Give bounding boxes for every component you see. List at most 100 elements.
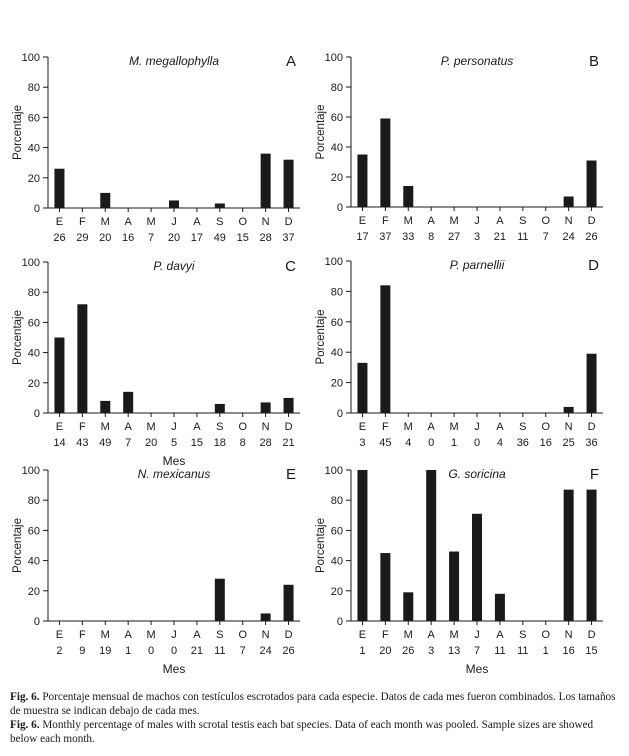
panel-d-sample-size: 0 xyxy=(474,437,480,449)
panel-f-sample-size: 15 xyxy=(585,645,597,657)
panel-f-sample-size: 1 xyxy=(359,645,365,657)
panel-d-month-label: A xyxy=(496,421,504,433)
panel-f-month-label: M xyxy=(450,629,459,641)
panel-b-sample-size: 7 xyxy=(543,231,549,243)
panel-f-bar xyxy=(380,553,391,621)
panel-d-y-tick-label: 0 xyxy=(337,408,343,420)
panel-b-month-label: M xyxy=(450,215,459,227)
panel-e-y-tick-label: 0 xyxy=(34,616,40,628)
panel-a-month-label: S xyxy=(216,216,223,228)
panel-c-month-label: A xyxy=(193,421,201,433)
panel-c-bar xyxy=(54,337,65,413)
panel-a-month-label: M xyxy=(101,216,110,228)
panel-f-sample-size: 7 xyxy=(474,645,480,657)
panel-a-species-title: M. megallophylla xyxy=(129,54,219,68)
panel-b-y-tick-label: 80 xyxy=(331,82,343,94)
panel-b-sample-size: 8 xyxy=(428,231,434,243)
figure-charts: 020406080100PorcentajeE26F29M20A16M7J20A… xyxy=(12,52,603,676)
panel-d-month-label: J xyxy=(474,421,480,433)
panel-b-month-label: N xyxy=(565,215,573,227)
panel-c-month-label: O xyxy=(238,421,247,433)
panel-c-y-tick-label: 40 xyxy=(28,348,40,360)
panel-c-month-label: M xyxy=(147,421,156,433)
panel-f-sample-size: 13 xyxy=(448,645,460,657)
panel-c-sample-size: 5 xyxy=(171,437,177,449)
panel-e-sample-size: 7 xyxy=(240,645,246,657)
panel-e-panel-letter: E xyxy=(286,466,296,483)
panel-c-bar xyxy=(260,402,271,413)
panel-a-sample-size: 37 xyxy=(282,232,294,244)
panel-d-sample-size: 3 xyxy=(359,437,365,449)
panel-a-month-label: A xyxy=(125,216,133,228)
panel-c-month-label: S xyxy=(216,421,223,433)
panel-f-sample-size: 11 xyxy=(494,645,505,657)
panel-d-bar xyxy=(586,353,597,413)
panel-e-x-axis-label: Mes xyxy=(163,662,186,676)
panel-e-y-tick-label: 60 xyxy=(28,525,40,537)
panel-e-bar xyxy=(260,613,271,621)
panel-e-month-label: F xyxy=(79,629,86,641)
panel-d-bar xyxy=(380,285,391,413)
panel-f-month-label: D xyxy=(588,629,596,641)
panel-a-bar xyxy=(100,192,111,208)
panel-f-month-label: A xyxy=(496,629,504,641)
panel-b-sample-size: 3 xyxy=(474,231,480,243)
panel-d-y-tick-label: 20 xyxy=(331,378,343,390)
panel-e-sample-size: 2 xyxy=(56,645,62,657)
panel-b-y-tick-label: 100 xyxy=(325,52,343,64)
panel-d-sample-size: 36 xyxy=(585,437,597,449)
panel-b-month-label: S xyxy=(519,215,526,227)
panel-b-bar xyxy=(357,154,368,207)
panel-c-month-label: D xyxy=(285,421,293,433)
panel-c-month-label: J xyxy=(171,421,177,433)
panel-a-bar xyxy=(283,159,294,208)
panel-b-sample-size: 17 xyxy=(356,231,368,243)
panel-c-species-title: P. davyi xyxy=(153,259,194,273)
panel-a-y-tick-label: 100 xyxy=(22,52,40,64)
panel-b-species-title: P. personatus xyxy=(441,54,514,68)
panel-a-y-axis-label: Porcentaje xyxy=(12,105,24,160)
panel-a-sample-size: 28 xyxy=(260,232,272,244)
panel-d-y-tick-label: 40 xyxy=(331,347,343,359)
panel-d-sample-size: 25 xyxy=(563,437,575,449)
panel-a-month-label: O xyxy=(238,216,247,228)
panel-c-bar xyxy=(283,397,294,413)
panel-d-month-label: M xyxy=(404,421,413,433)
panel-b-month-label: D xyxy=(588,215,596,227)
panel-f-sample-size: 20 xyxy=(379,645,391,657)
panel-f-bar xyxy=(403,592,414,621)
panel-a-month-label: N xyxy=(262,216,270,228)
panel-f-sample-size: 11 xyxy=(517,645,528,657)
panel-c-month-label: F xyxy=(79,421,86,433)
panel-f-month-label: F xyxy=(382,629,389,641)
panel-e-month-label: O xyxy=(238,629,247,641)
panel-d-bar xyxy=(357,362,368,413)
panel-c-month-label: A xyxy=(125,421,133,433)
panel-a-sample-size: 15 xyxy=(237,232,249,244)
figure-caption: Fig. 6. Porcentaje mensual de machos con… xyxy=(10,690,618,746)
panel-a-y-tick-label: 80 xyxy=(28,82,40,94)
panel-c-bar xyxy=(214,403,225,413)
panel-d-month-label: A xyxy=(428,421,436,433)
panel-c-sample-size: 18 xyxy=(214,437,226,449)
panel-b-bar xyxy=(380,118,391,207)
panel-f-x-axis-label: Mes xyxy=(466,662,489,676)
panel-a-month-label: A xyxy=(193,216,201,228)
panel-d-y-tick-label: 100 xyxy=(325,256,343,268)
panel-b-month-label: J xyxy=(474,215,480,227)
panel-c-panel-letter: C xyxy=(285,258,296,275)
panel-a-bar xyxy=(54,168,65,208)
panel-d-bar xyxy=(563,406,574,413)
panel-b-y-tick-label: 20 xyxy=(331,172,343,184)
panel-f-sample-size: 26 xyxy=(402,645,414,657)
panel-b-sample-size: 24 xyxy=(563,231,575,243)
panel-e-month-label: D xyxy=(285,629,293,641)
panel-e-month-label: J xyxy=(171,629,177,641)
panel-d-month-label: N xyxy=(565,421,573,433)
panel-e-sample-size: 0 xyxy=(171,645,177,657)
caption-en-text: Monthly percentage of males with scrotal… xyxy=(10,719,594,745)
panel-e-bar xyxy=(214,578,225,621)
panel-a-sample-size: 20 xyxy=(99,232,111,244)
panel-c-sample-size: 20 xyxy=(145,437,157,449)
panel-a-bar xyxy=(214,203,225,208)
